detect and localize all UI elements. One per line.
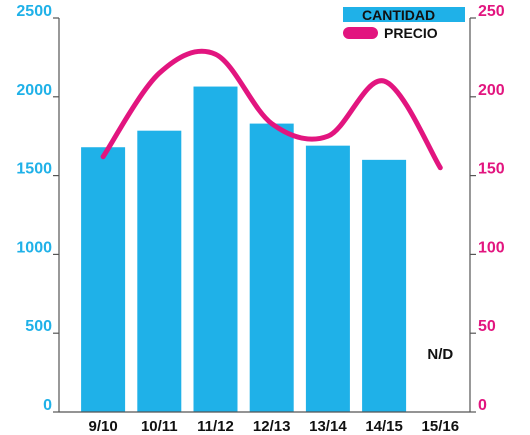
- legend-swatch-precio: [343, 27, 378, 39]
- bar: [249, 123, 294, 412]
- right-tick-label: 150: [478, 161, 505, 178]
- left-tick-label: 2500: [16, 3, 52, 20]
- x-axis: 9/10 10/11 11/12 12/13 13/14 14/15 15/16: [59, 411, 470, 435]
- x-tick-label: 9/10: [88, 418, 117, 435]
- bar: [81, 147, 126, 412]
- line-series-precio: [100, 48, 443, 171]
- legend-label-precio: PRECIO: [384, 25, 438, 41]
- annotations: N/D: [427, 346, 453, 363]
- right-tick-label: 250: [478, 3, 505, 20]
- legend-label-cantidad: CANTIDAD: [362, 7, 435, 23]
- left-tick-label: 0: [43, 397, 52, 414]
- bar: [193, 86, 238, 412]
- left-y-axis: 0 500 1000 1500 2000 2500: [16, 3, 60, 414]
- x-tick-label: 15/16: [422, 418, 460, 435]
- right-tick-label: 100: [478, 239, 505, 256]
- x-tick-label: 14/15: [365, 418, 403, 435]
- right-y-axis: 0 50 100 150 200 250: [469, 3, 505, 414]
- bar-series-cantidad: [81, 86, 407, 412]
- precio-line: [100, 48, 443, 171]
- x-tick-label: 12/13: [253, 418, 291, 435]
- left-tick-label: 1000: [16, 239, 52, 256]
- left-tick-label: 1500: [16, 161, 52, 178]
- x-tick-label: 13/14: [309, 418, 347, 435]
- x-tick-label: 11/12: [197, 418, 234, 435]
- left-tick-label: 500: [25, 318, 52, 335]
- annotation-label: N/D: [427, 346, 453, 363]
- right-tick-label: 50: [478, 318, 496, 335]
- legend: CANTIDAD PRECIO: [343, 7, 465, 41]
- legend-swatch-cantidad: [343, 7, 465, 22]
- right-tick-label: 0: [478, 397, 487, 414]
- bar: [362, 159, 407, 412]
- bar: [137, 130, 182, 412]
- right-tick-label: 200: [478, 82, 505, 99]
- left-tick-label: 2000: [16, 82, 52, 99]
- bar: [305, 145, 350, 412]
- x-tick-label: 10/11: [141, 418, 178, 435]
